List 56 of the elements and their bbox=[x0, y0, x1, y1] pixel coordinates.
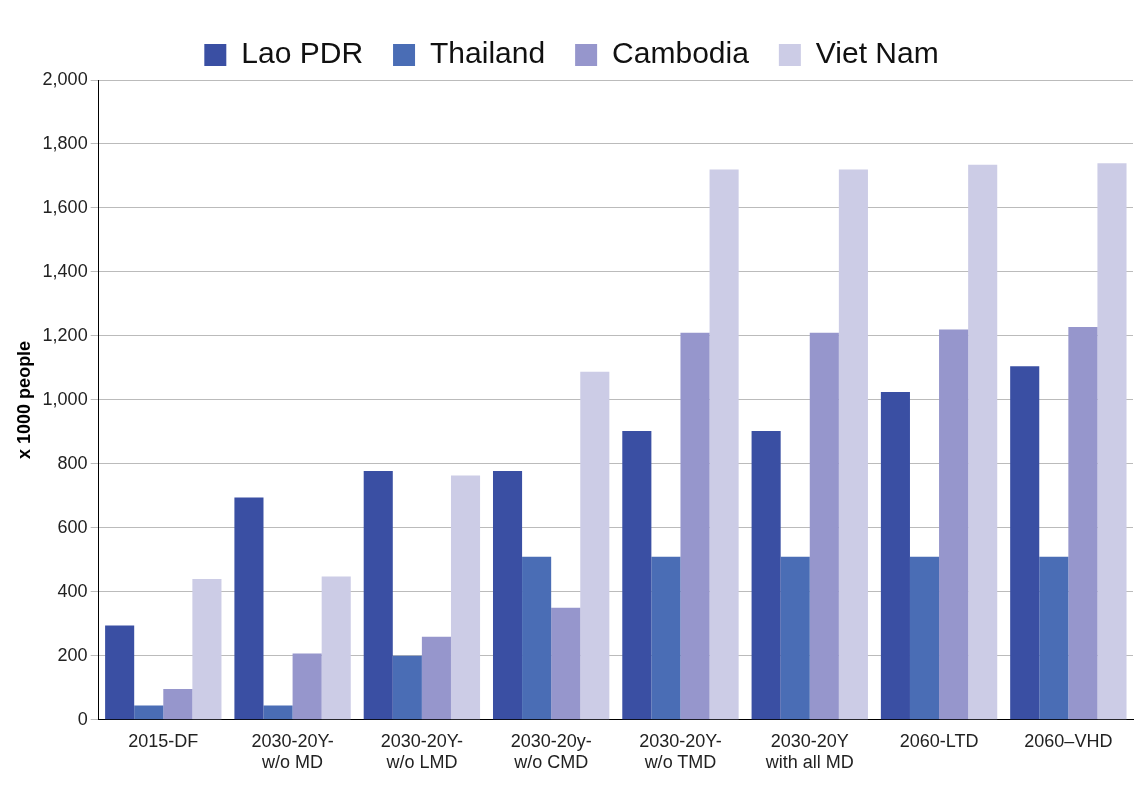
bar bbox=[134, 705, 164, 720]
bar bbox=[651, 556, 681, 720]
bar bbox=[551, 607, 581, 720]
bar bbox=[392, 655, 422, 720]
x-tick-label: 2015-DF bbox=[128, 730, 199, 751]
bar bbox=[450, 475, 481, 720]
bar bbox=[939, 329, 969, 720]
bar bbox=[1010, 366, 1040, 720]
x-tick-label: 2060–VHD bbox=[1024, 730, 1113, 751]
bar bbox=[363, 470, 393, 720]
bar bbox=[292, 653, 322, 720]
bar bbox=[780, 556, 810, 720]
y-tick-label: 1,400 bbox=[42, 260, 88, 281]
bar bbox=[421, 636, 451, 720]
bar bbox=[192, 579, 222, 720]
y-tick-label: 800 bbox=[57, 452, 88, 473]
bar bbox=[622, 430, 652, 720]
y-axis-title: x 1000 people bbox=[13, 340, 34, 459]
bar bbox=[263, 705, 293, 720]
bar bbox=[809, 332, 839, 720]
x-tick-label: 2030-20Y- w/o MD bbox=[251, 730, 334, 773]
bar bbox=[522, 556, 552, 720]
bar bbox=[492, 470, 523, 720]
x-tick-label: 2030-20y- w/o CMD bbox=[510, 730, 592, 773]
y-tick-label: 2,000 bbox=[42, 68, 88, 89]
bar bbox=[838, 169, 868, 720]
y-tick-label: 400 bbox=[57, 580, 88, 601]
x-tick-label: 2030-20Y with all MD bbox=[764, 730, 854, 773]
bar bbox=[163, 689, 193, 720]
bar bbox=[234, 497, 264, 720]
bar bbox=[709, 169, 739, 720]
legend-label: Cambodia bbox=[612, 36, 750, 70]
bar bbox=[580, 371, 610, 720]
y-tick-label: 1,800 bbox=[42, 132, 88, 153]
bar bbox=[880, 391, 910, 720]
y-tick-label: 600 bbox=[57, 516, 88, 537]
x-tick-label: 2030-20Y- w/o TMD bbox=[639, 730, 722, 773]
y-tick-label: 1,600 bbox=[42, 196, 88, 217]
x-tick-label: 2030-20Y- w/o LMD bbox=[380, 730, 464, 773]
bar bbox=[680, 332, 710, 720]
bar bbox=[751, 430, 781, 720]
bar bbox=[1097, 163, 1127, 720]
y-tick-label: 1,200 bbox=[42, 324, 88, 345]
bar bbox=[1039, 556, 1069, 720]
legend-label: Lao PDR bbox=[241, 36, 364, 70]
bar bbox=[105, 625, 135, 720]
bar bbox=[1068, 326, 1098, 720]
x-tick-label: 2060-LTD bbox=[899, 730, 979, 751]
legend-label: Viet Nam bbox=[815, 36, 939, 70]
y-tick-label: 0 bbox=[77, 708, 88, 729]
bar bbox=[968, 164, 998, 720]
legend-label: Thailand bbox=[430, 36, 546, 70]
y-tick-label: 1,000 bbox=[42, 388, 88, 409]
bar bbox=[321, 576, 351, 720]
y-tick-label: 200 bbox=[57, 644, 88, 665]
bar bbox=[909, 556, 940, 720]
